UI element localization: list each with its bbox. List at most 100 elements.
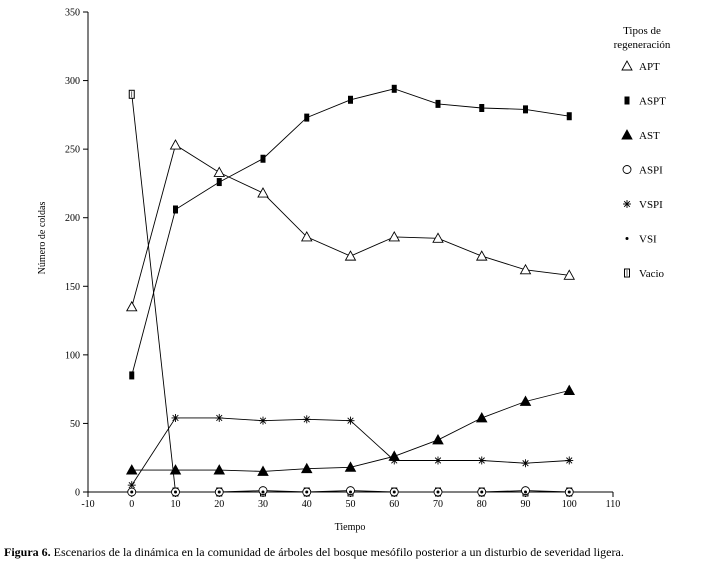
legend-label-aspi: ASPI: [639, 165, 663, 177]
data-point-aspt-shape: [391, 84, 397, 93]
legend-marker-apt: [621, 60, 633, 71]
y-tick-label: 0: [75, 488, 80, 499]
data-point-ast-shape: [257, 465, 269, 476]
data-point-vspi: [127, 481, 136, 490]
data-point-vsi-shape: [480, 490, 484, 494]
data-point-aspt: [216, 178, 222, 187]
data-point-apt-shape: [125, 300, 138, 312]
data-point-aspt: [348, 95, 353, 104]
x-tick-label: 20: [214, 499, 224, 510]
data-point-vsi: [567, 490, 571, 494]
data-point-vsi: [305, 490, 309, 494]
data-point-vspi: [215, 413, 224, 422]
legend-marker-apt-shape: [621, 60, 633, 71]
data-point-vspi-shape: [303, 416, 310, 423]
legend: Tipos de regeneración APT ASPT AST ASPI VSPI…: [614, 25, 671, 280]
data-point-aspt: [129, 371, 135, 380]
data-point-ast-shape: [213, 464, 226, 475]
data-point-vsi-shape: [524, 490, 527, 494]
data-point-vsi-shape: [174, 490, 177, 494]
data-point-vspi: [434, 456, 442, 465]
legend-marker-vspi-shape: [623, 200, 631, 208]
x-tick-label: -10: [81, 499, 94, 510]
data-point-apt: [125, 300, 138, 312]
data-point-vsi-shape: [217, 490, 221, 494]
data-point-vsi: [174, 490, 177, 494]
data-point-ast: [432, 433, 444, 445]
legend-marker-ast: [621, 129, 633, 140]
data-point-apt: [563, 269, 576, 280]
x-tick-label: 50: [346, 499, 356, 510]
legend-marker-aspt-shape: [624, 96, 630, 105]
data-point-ast-shape: [300, 462, 313, 474]
data-point-apt-shape: [300, 230, 313, 242]
data-point-vsi-shape: [567, 490, 571, 494]
x-axis-title: Tiempo: [335, 522, 366, 533]
series-markers: [125, 84, 576, 497]
data-point-ast: [563, 384, 576, 395]
y-tick-label: 300: [65, 76, 80, 87]
legend-marker-vsi: [625, 237, 629, 240]
data-point-aspt: [304, 113, 310, 122]
data-point-ast-shape: [125, 464, 138, 475]
data-point-apt-shape: [563, 269, 576, 280]
series-lines: [131, 88, 570, 493]
legend-marker-ast-shape: [621, 129, 633, 140]
data-point-apt-shape: [519, 263, 532, 275]
data-point-aspt-shape: [173, 205, 178, 214]
data-point-vspi-shape: [259, 417, 267, 424]
data-point-ast: [344, 461, 357, 472]
y-axis-title: Número de coldas: [37, 202, 48, 275]
x-tick-label: 60: [389, 499, 399, 510]
data-point-apt: [432, 232, 444, 243]
data-point-aspt-shape: [216, 178, 222, 187]
legend-marker-aspi: [622, 165, 632, 174]
data-point-aspt: [435, 99, 441, 108]
data-point-apt: [475, 250, 488, 261]
data-point-vspi-shape: [128, 481, 135, 489]
data-point-apt: [169, 139, 182, 150]
data-point-vsi-shape: [436, 490, 440, 494]
y-tick-label: 250: [65, 145, 80, 156]
legend-title-line-2: regeneración: [614, 39, 671, 51]
data-point-vspi: [477, 456, 486, 465]
data-point-ast: [169, 464, 182, 475]
data-point-aspt: [173, 205, 178, 214]
data-point-vsi: [480, 490, 484, 494]
legend-label-vsi: VSI: [639, 234, 657, 246]
data-point-vspi: [521, 459, 530, 468]
data-point-ast: [257, 465, 269, 476]
data-point-vspi: [171, 413, 180, 422]
legend-marker-vsi-shape: [625, 237, 629, 240]
legend-items: APT ASPT AST ASPI VSPI VSI Vacio: [621, 60, 666, 280]
data-point-apt-shape: [257, 187, 269, 198]
data-point-ast: [475, 412, 488, 423]
data-point-aspt-shape: [348, 95, 353, 104]
data-point-ast-shape: [344, 461, 357, 472]
x-tick-label: 0: [129, 499, 134, 510]
data-point-aspt: [523, 105, 528, 114]
legend-title-line-1: Tipos de: [623, 25, 661, 37]
data-point-apt-shape: [213, 166, 226, 177]
data-point-apt-shape: [432, 232, 444, 243]
y-tick-label: 100: [65, 350, 80, 361]
x-tick-label: 100: [562, 499, 577, 510]
y-tick-label: 200: [65, 213, 80, 224]
legend-marker-vspi: [623, 200, 631, 208]
data-point-vspi-shape: [434, 457, 442, 464]
legend-label-vacio: Vacio: [639, 268, 665, 280]
data-point-apt: [519, 263, 532, 275]
x-tick-label: 70: [433, 499, 443, 510]
x-tick-label: 90: [521, 499, 531, 510]
data-point-ast-shape: [169, 464, 182, 475]
y-tick-label: 150: [65, 282, 80, 293]
data-point-aspt-shape: [260, 154, 266, 163]
data-point-aspt-shape: [304, 113, 310, 122]
data-point-apt: [300, 230, 313, 242]
data-point-apt: [388, 230, 401, 242]
data-point-apt: [257, 187, 269, 198]
data-point-aspt: [391, 84, 397, 93]
data-point-apt: [213, 166, 226, 177]
